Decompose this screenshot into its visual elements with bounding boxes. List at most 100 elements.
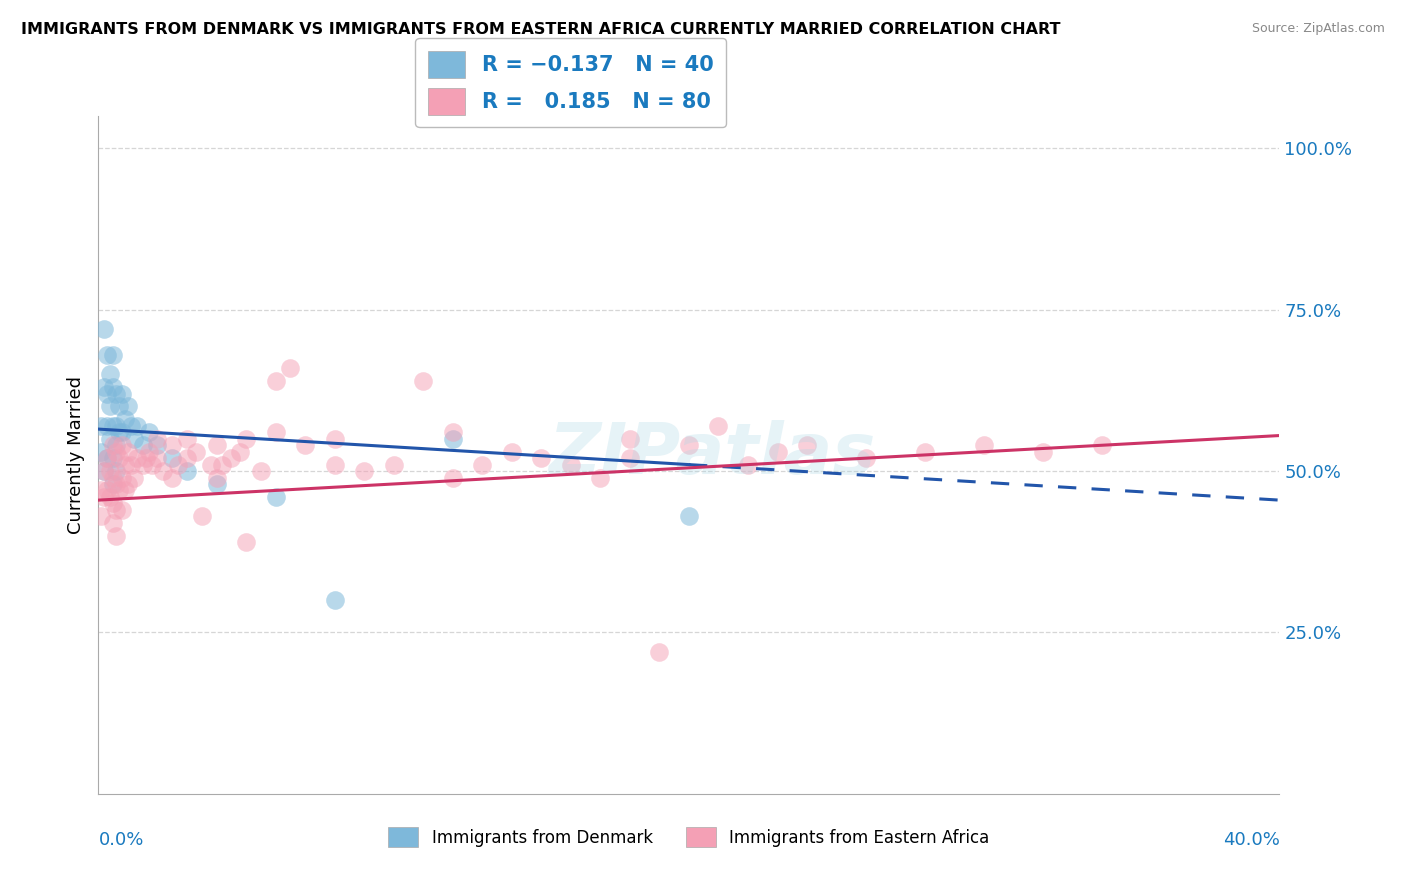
Point bbox=[103, 348, 125, 362]
Point bbox=[90, 483, 112, 498]
Point bbox=[90, 509, 112, 524]
Point bbox=[205, 477, 228, 491]
Point bbox=[264, 425, 287, 440]
Point bbox=[114, 412, 136, 426]
Point bbox=[111, 438, 134, 452]
Point bbox=[132, 458, 155, 472]
Point bbox=[162, 451, 183, 466]
Point bbox=[105, 444, 128, 458]
Point bbox=[441, 432, 464, 446]
Point bbox=[138, 425, 160, 440]
Point bbox=[98, 432, 121, 446]
Point bbox=[125, 418, 148, 433]
Point bbox=[105, 503, 128, 517]
Point bbox=[120, 458, 142, 472]
Point bbox=[108, 425, 131, 440]
Point bbox=[98, 368, 121, 382]
Point bbox=[105, 418, 128, 433]
Point bbox=[441, 470, 464, 484]
Legend: Immigrants from Denmark, Immigrants from Eastern Africa: Immigrants from Denmark, Immigrants from… bbox=[381, 821, 997, 854]
Point bbox=[796, 438, 818, 452]
Point bbox=[122, 432, 145, 446]
Point bbox=[96, 348, 118, 362]
Point bbox=[678, 438, 700, 452]
Point bbox=[382, 458, 405, 472]
Point bbox=[176, 464, 198, 478]
Point bbox=[235, 432, 257, 446]
Point bbox=[96, 483, 118, 498]
Point bbox=[280, 360, 302, 375]
Point bbox=[323, 593, 346, 607]
Point bbox=[90, 418, 112, 433]
Text: 0.0%: 0.0% bbox=[98, 831, 143, 849]
Point bbox=[250, 464, 273, 478]
Point bbox=[648, 645, 671, 659]
Point bbox=[105, 477, 128, 491]
Point bbox=[205, 438, 228, 452]
Point bbox=[103, 418, 125, 433]
Point bbox=[501, 444, 523, 458]
Point bbox=[135, 451, 157, 466]
Point bbox=[707, 418, 730, 433]
Point bbox=[111, 470, 134, 484]
Point bbox=[108, 483, 131, 498]
Point bbox=[412, 374, 434, 388]
Point bbox=[111, 425, 134, 440]
Point bbox=[96, 418, 118, 433]
Point bbox=[162, 438, 183, 452]
Point bbox=[90, 444, 112, 458]
Point bbox=[93, 464, 115, 478]
Point bbox=[93, 490, 115, 504]
Point bbox=[619, 451, 641, 466]
Point bbox=[1032, 444, 1054, 458]
Point bbox=[103, 496, 125, 510]
Point bbox=[167, 458, 190, 472]
Text: ZIPatlas: ZIPatlas bbox=[548, 420, 876, 490]
Point bbox=[323, 458, 346, 472]
Point bbox=[264, 374, 287, 388]
Point bbox=[162, 470, 183, 484]
Point bbox=[96, 386, 118, 401]
Point bbox=[114, 458, 136, 472]
Point bbox=[103, 470, 125, 484]
Point bbox=[678, 509, 700, 524]
Point bbox=[471, 458, 494, 472]
Point bbox=[176, 432, 198, 446]
Point bbox=[221, 451, 243, 466]
Point bbox=[93, 464, 115, 478]
Point bbox=[120, 418, 142, 433]
Point bbox=[105, 438, 128, 452]
Point bbox=[211, 458, 233, 472]
Point bbox=[117, 477, 139, 491]
Point bbox=[200, 458, 222, 472]
Point bbox=[184, 444, 207, 458]
Y-axis label: Currently Married: Currently Married bbox=[66, 376, 84, 534]
Point bbox=[93, 322, 115, 336]
Point bbox=[191, 509, 214, 524]
Point bbox=[105, 528, 128, 542]
Point bbox=[103, 477, 125, 491]
Point bbox=[103, 516, 125, 530]
Point bbox=[619, 432, 641, 446]
Point bbox=[146, 451, 169, 466]
Text: IMMIGRANTS FROM DENMARK VS IMMIGRANTS FROM EASTERN AFRICA CURRENTLY MARRIED CORR: IMMIGRANTS FROM DENMARK VS IMMIGRANTS FR… bbox=[21, 22, 1060, 37]
Point bbox=[152, 464, 174, 478]
Point bbox=[96, 451, 118, 466]
Point bbox=[125, 451, 148, 466]
Point bbox=[138, 444, 160, 458]
Point bbox=[294, 438, 316, 452]
Point bbox=[560, 458, 582, 472]
Point bbox=[105, 386, 128, 401]
Text: 40.0%: 40.0% bbox=[1223, 831, 1279, 849]
Point bbox=[132, 438, 155, 452]
Point bbox=[114, 483, 136, 498]
Point bbox=[117, 400, 139, 414]
Point bbox=[93, 380, 115, 394]
Point bbox=[98, 464, 121, 478]
Point bbox=[205, 470, 228, 484]
Point bbox=[105, 464, 128, 478]
Point bbox=[264, 490, 287, 504]
Point bbox=[235, 535, 257, 549]
Point bbox=[1091, 438, 1114, 452]
Point bbox=[353, 464, 375, 478]
